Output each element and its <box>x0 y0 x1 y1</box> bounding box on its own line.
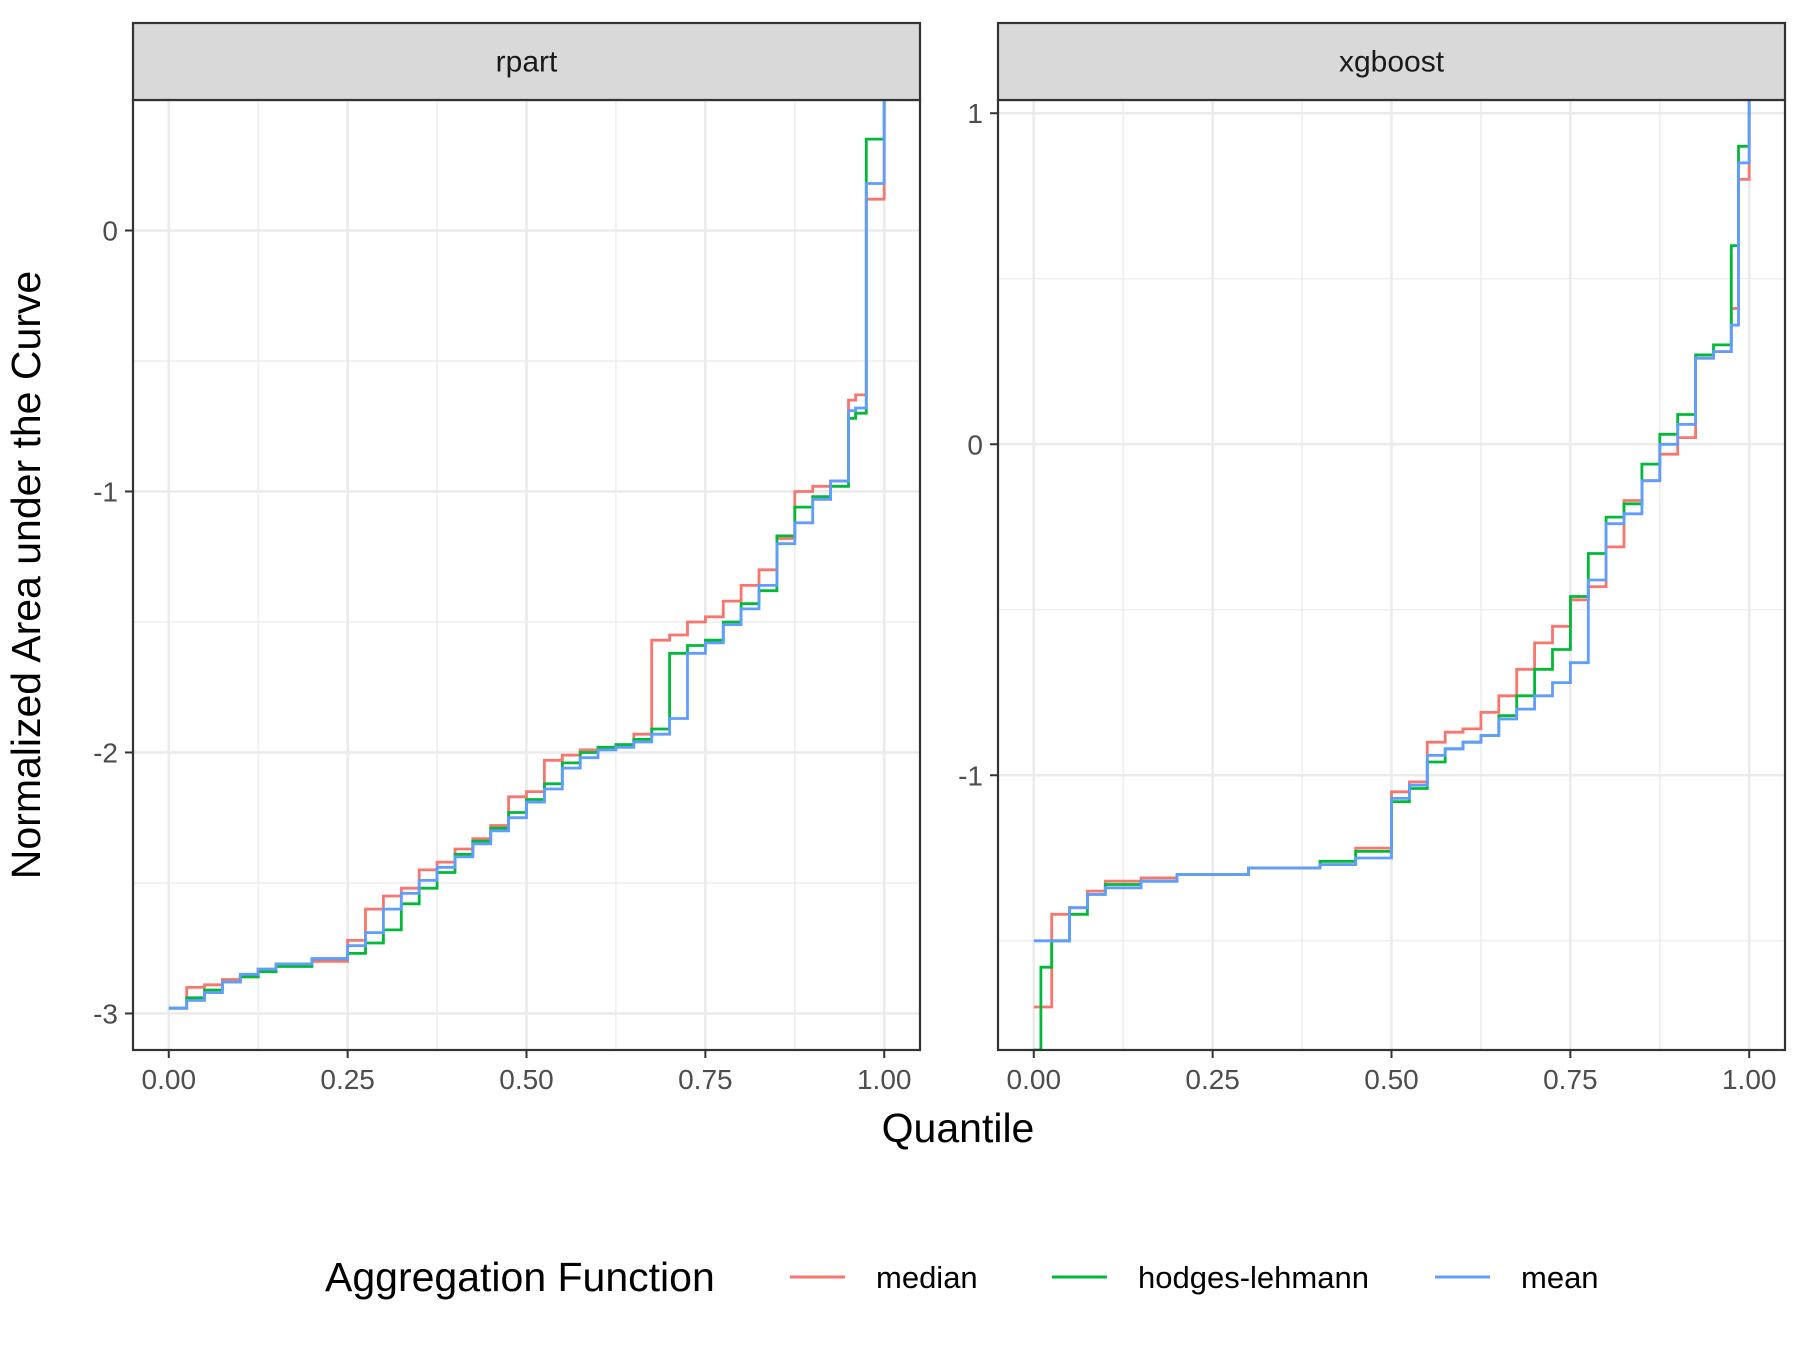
legend-items: median hodges-lehmann mean <box>790 1260 1599 1295</box>
legend-item-mean: mean <box>1435 1260 1599 1295</box>
y-axis-title: Normalized Area under the Curve <box>3 271 49 879</box>
strip-background <box>996 21 1787 102</box>
legend-label: mean <box>1521 1260 1599 1295</box>
series-group <box>1033 100 1751 1050</box>
y-tick-label: -3 <box>93 998 118 1029</box>
legend-item-median: median <box>790 1260 978 1295</box>
x-tick-label: 0.50 <box>499 1064 554 1095</box>
strip-label: rpart <box>496 46 558 79</box>
legend-item-hodges-lehmann: hodges-lehmann <box>1052 1260 1369 1295</box>
strip-background <box>131 21 922 102</box>
series-line-mean <box>1033 100 1751 943</box>
series-line-mean <box>168 100 886 1010</box>
x-tick-label: 0.75 <box>678 1064 733 1095</box>
y-tick-label: -1 <box>958 760 983 791</box>
gridlines <box>998 100 1785 1050</box>
legend-label: hodges-lehmann <box>1138 1260 1369 1295</box>
x-tick-label: 0.25 <box>320 1064 375 1095</box>
y-tick-label: -2 <box>93 737 118 768</box>
legend: Aggregation Function median hodges-lehman… <box>325 1254 1599 1300</box>
legend-title: Aggregation Function <box>325 1254 715 1300</box>
x-tick-label: 0.00 <box>142 1064 197 1095</box>
panel-rpart: rpart 0.00 0.25 0.50 0.75 1.00 -3 -2 -1 0 <box>93 21 922 1095</box>
x-tick-label: 0.25 <box>1185 1064 1240 1095</box>
strip-label: xgboost <box>1339 46 1445 79</box>
legend-label: median <box>876 1260 978 1295</box>
x-tick-label: 1.00 <box>1722 1064 1777 1095</box>
y-tick-label: 1 <box>967 98 983 129</box>
x-tick-label: 0.00 <box>1007 1064 1062 1095</box>
x-axis-title: Quantile <box>882 1105 1035 1151</box>
y-tick-label: 0 <box>102 215 118 246</box>
y-tick-label: 0 <box>967 429 983 460</box>
series-group <box>168 100 886 1010</box>
x-tick-label: 0.75 <box>1543 1064 1598 1095</box>
y-tick-label: -1 <box>93 476 118 507</box>
panel-xgboost: xgboost 0.00 0.25 0.50 0.75 1.00 -1 0 1 <box>958 21 1787 1095</box>
x-tick-label: 0.50 <box>1364 1064 1419 1095</box>
panels-layer: rpart 0.00 0.25 0.50 0.75 1.00 -3 -2 -1 0 xgboost 0… <box>93 21 1787 1095</box>
x-tick-label: 1.00 <box>857 1064 912 1095</box>
gridlines <box>133 100 920 1050</box>
